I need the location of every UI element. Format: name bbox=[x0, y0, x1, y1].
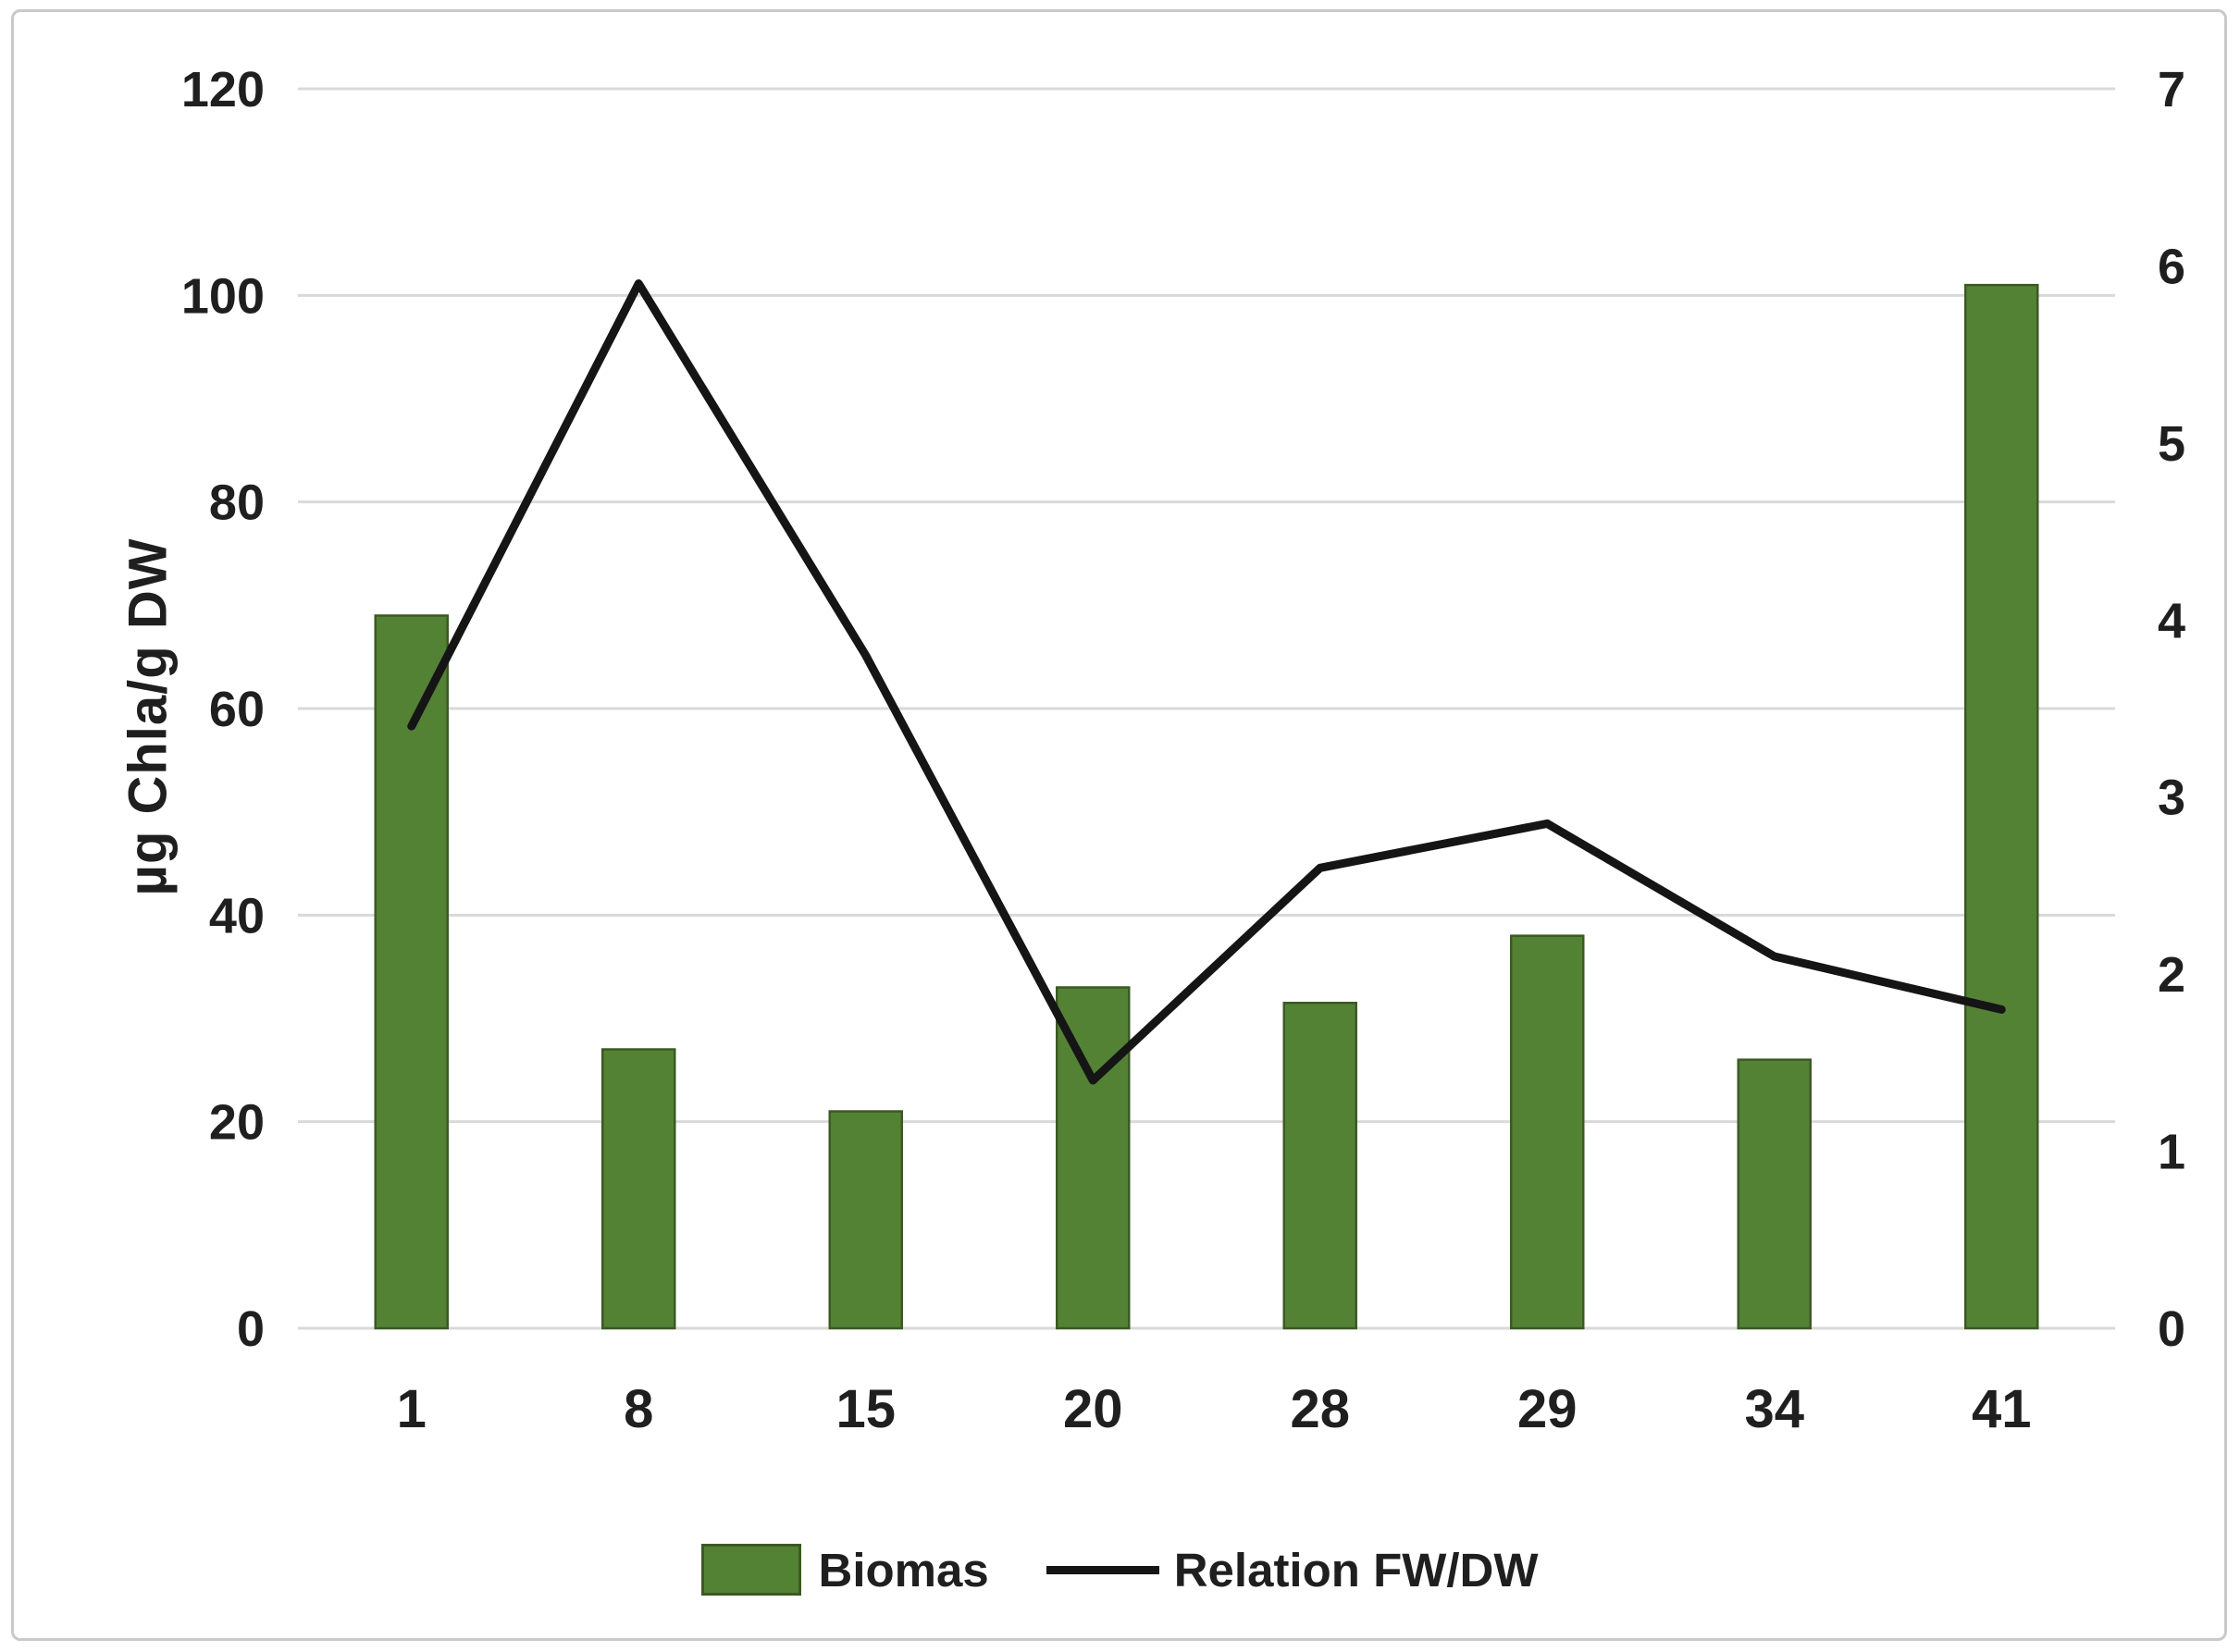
right-axis-tick-label: 1 bbox=[2158, 1125, 2185, 1180]
x-axis-tick-label: 15 bbox=[835, 1379, 896, 1439]
left-axis-tick-label: 20 bbox=[209, 1095, 265, 1151]
left-axis-tick-label: 0 bbox=[237, 1301, 265, 1357]
right-axis-tick-label: 2 bbox=[2158, 947, 2185, 1003]
left-axis-tick-label: 60 bbox=[209, 682, 265, 737]
x-axis-tick-label: 28 bbox=[1290, 1379, 1350, 1439]
biomas-bar bbox=[601, 1048, 676, 1330]
x-axis-tick-label: 41 bbox=[1972, 1379, 2032, 1439]
left-axis-title: µg Chla/g DW bbox=[118, 537, 179, 896]
biomas-bar bbox=[374, 614, 449, 1330]
legend: Biomas Relation FW/DW bbox=[0, 1537, 2240, 1602]
right-axis-tick-label: 6 bbox=[2158, 239, 2185, 294]
x-axis-tick-label: 8 bbox=[624, 1379, 653, 1439]
left-axis-tick-label: 120 bbox=[181, 62, 265, 117]
biomas-bar bbox=[1056, 986, 1131, 1330]
x-axis-tick-label: 34 bbox=[1744, 1379, 1804, 1439]
left-axis-tick-label: 40 bbox=[209, 888, 265, 943]
biomas-bar bbox=[1964, 283, 2039, 1330]
biomas-bar bbox=[828, 1110, 903, 1330]
biomas-bar bbox=[1510, 934, 1585, 1330]
biomas-bar bbox=[1737, 1058, 1812, 1330]
right-axis-tick-label: 7 bbox=[2158, 62, 2185, 117]
right-axis-tick-label: 3 bbox=[2158, 771, 2185, 826]
right-axis-tick-label: 0 bbox=[2158, 1301, 2185, 1357]
x-axis-tick-label: 1 bbox=[397, 1379, 427, 1439]
legend-relation-label: Relation FW/DW bbox=[1173, 1543, 1539, 1597]
legend-biomas-label: Biomas bbox=[818, 1543, 989, 1597]
left-axis-tick-label: 80 bbox=[209, 475, 265, 531]
x-axis-tick-label: 29 bbox=[1517, 1379, 1578, 1439]
right-axis-tick-label: 5 bbox=[2158, 416, 2185, 472]
fwdw-line bbox=[407, 279, 2006, 1085]
left-axis-tick-label: 100 bbox=[181, 268, 265, 324]
legend-biomas-swatch bbox=[701, 1544, 802, 1596]
right-axis-tick-label: 4 bbox=[2158, 593, 2185, 648]
x-axis-tick-label: 20 bbox=[1063, 1379, 1123, 1439]
biomas-bar bbox=[1282, 1002, 1357, 1330]
legend-line-swatch bbox=[1046, 1565, 1159, 1574]
